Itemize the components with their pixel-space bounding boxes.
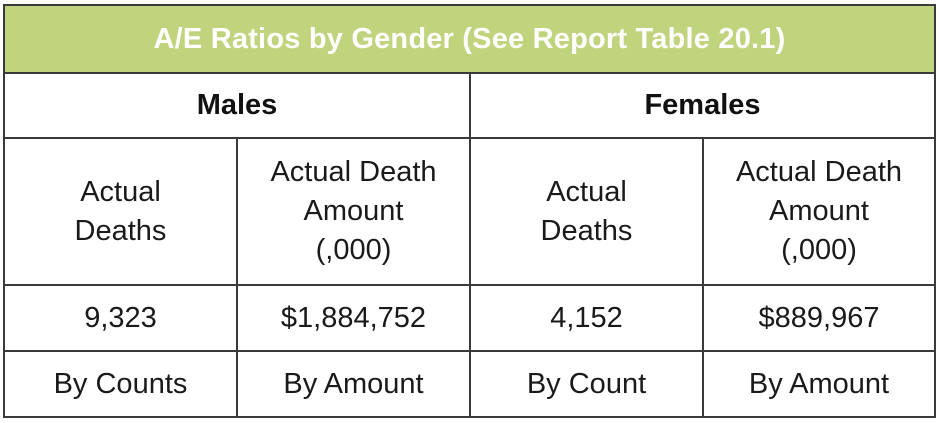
- header-line: (,000): [315, 234, 392, 266]
- header-males-actual-deaths: Actual Deaths: [3, 137, 238, 286]
- note-females-amount: By Amount: [702, 350, 936, 418]
- group-females: Females: [469, 72, 936, 139]
- header-line: Amount: [303, 195, 404, 227]
- value-females-actual-deaths: 4,152: [469, 284, 704, 352]
- header-row: Actual Deaths Actual Death Amount (,000)…: [3, 137, 936, 286]
- value-males-actual-deaths: 9,323: [3, 284, 238, 352]
- group-males: Males: [3, 72, 471, 139]
- header-line: Actual: [546, 175, 627, 208]
- notes-row: By Counts By Amount By Count By Amount: [3, 350, 936, 418]
- value-males-death-amount: $1,884,752: [236, 284, 471, 352]
- header-line: (,000): [781, 234, 857, 266]
- value-females-death-amount: $889,967: [702, 284, 936, 352]
- ae-ratios-table-container: A/E Ratios by Gender (See Report Table 2…: [3, 4, 936, 418]
- header-females-death-amount: Actual Death Amount (,000): [702, 137, 936, 286]
- header-line: Actual: [80, 175, 161, 208]
- table-title: A/E Ratios by Gender (See Report Table 2…: [3, 4, 936, 74]
- header-line: Actual Death: [735, 156, 903, 188]
- note-males-amount: By Amount: [236, 350, 471, 418]
- title-row: A/E Ratios by Gender (See Report Table 2…: [3, 4, 936, 74]
- header-line: Deaths: [74, 214, 167, 247]
- group-row: Males Females: [3, 72, 936, 139]
- header-line: Actual Death: [270, 156, 437, 188]
- header-females-actual-deaths: Actual Deaths: [469, 137, 704, 286]
- note-males-counts: By Counts: [3, 350, 238, 418]
- values-row: 9,323 $1,884,752 4,152 $889,967: [3, 284, 936, 352]
- header-males-death-amount: Actual Death Amount (,000): [236, 137, 471, 286]
- header-line: Amount: [769, 195, 869, 227]
- ae-ratios-table: A/E Ratios by Gender (See Report Table 2…: [3, 4, 936, 418]
- note-females-count: By Count: [469, 350, 704, 418]
- header-line: Deaths: [540, 214, 633, 247]
